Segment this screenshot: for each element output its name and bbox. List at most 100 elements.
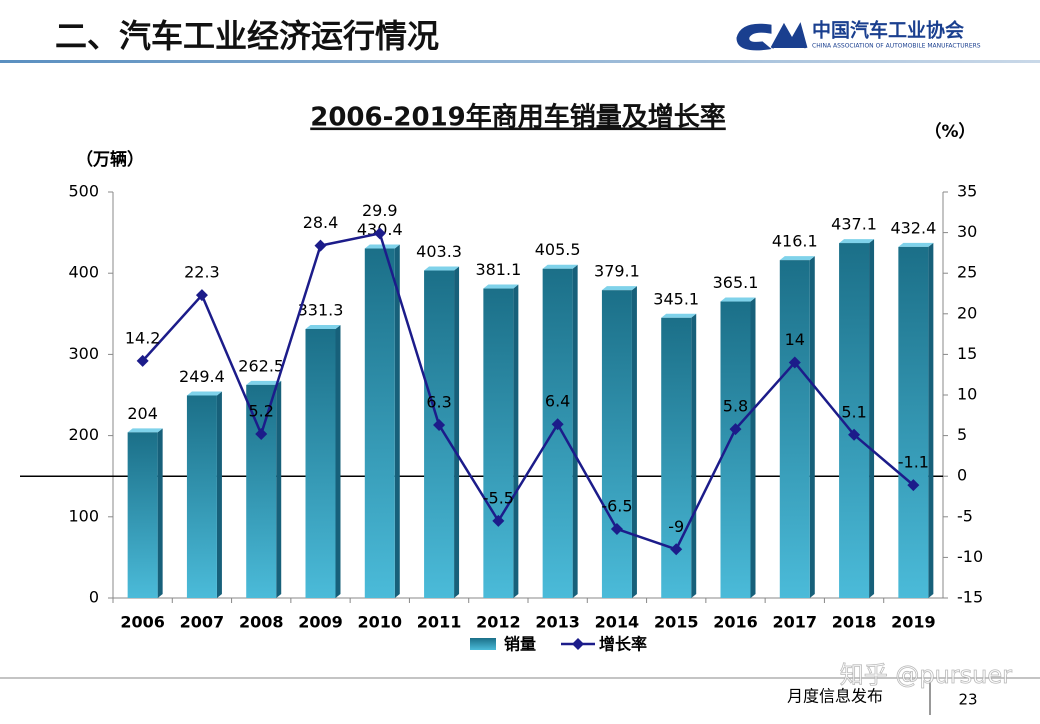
bar-value-label: 403.3 bbox=[416, 242, 462, 261]
bar-value-label: 249.4 bbox=[179, 367, 225, 386]
x-tick-label: 2018 bbox=[832, 613, 877, 632]
y-tick-label: 500 bbox=[68, 182, 99, 201]
y-tick-label: 300 bbox=[68, 344, 99, 363]
bar-value-label: 365.1 bbox=[713, 273, 759, 292]
y2-tick-label: -5 bbox=[957, 506, 973, 525]
line-value-label: 14.2 bbox=[125, 328, 161, 347]
y2-tick-label: 15 bbox=[957, 344, 977, 363]
bar-top bbox=[186, 391, 222, 396]
bar-value-label: 331.3 bbox=[298, 300, 344, 319]
bar-value-label: 204 bbox=[127, 404, 158, 423]
legend-swatch bbox=[470, 638, 496, 650]
line-marker bbox=[195, 289, 208, 302]
slide-title: 二、汽车工业经济运行情况 bbox=[55, 17, 439, 55]
y2-tick-label: 35 bbox=[957, 182, 977, 201]
line-value-label: -9 bbox=[668, 517, 684, 536]
line-value-label: -1.1 bbox=[898, 453, 929, 472]
x-tick-label: 2006 bbox=[120, 613, 165, 632]
line-marker bbox=[136, 354, 149, 367]
bar-side bbox=[572, 264, 578, 598]
header-rule bbox=[0, 60, 1040, 63]
bar-top bbox=[601, 286, 637, 291]
bar bbox=[661, 317, 692, 598]
x-tick-label: 2017 bbox=[773, 613, 818, 632]
line-value-label: 5.8 bbox=[723, 397, 748, 416]
bar-side bbox=[513, 284, 519, 598]
bar-side bbox=[216, 391, 222, 598]
bar bbox=[542, 268, 573, 598]
line-marker bbox=[314, 239, 327, 252]
bar-top bbox=[483, 284, 519, 289]
x-tick-label: 2014 bbox=[595, 613, 640, 632]
line-value-label: 6.3 bbox=[426, 393, 451, 412]
y-tick-label: 100 bbox=[68, 506, 99, 525]
line-marker bbox=[492, 514, 505, 527]
bar-value-label: 345.1 bbox=[653, 289, 699, 308]
bar-top bbox=[246, 380, 282, 385]
y-axis-title: （万辆） bbox=[76, 149, 144, 170]
line-value-label: 14 bbox=[785, 330, 805, 349]
bar-side bbox=[335, 324, 341, 598]
bar-top bbox=[305, 324, 341, 329]
x-tick-label: 2013 bbox=[535, 613, 580, 632]
line-value-label: 6.4 bbox=[545, 392, 570, 411]
line-value-label: -6.5 bbox=[601, 496, 632, 515]
line-marker bbox=[255, 427, 268, 440]
bar-top bbox=[839, 239, 875, 244]
line-marker bbox=[433, 419, 446, 432]
line-marker bbox=[729, 423, 742, 436]
x-tick-label: 2011 bbox=[417, 613, 462, 632]
y2-tick-label: 25 bbox=[957, 263, 977, 282]
bar-side bbox=[809, 256, 815, 598]
bar-top bbox=[364, 244, 400, 249]
bar-value-label: 262.5 bbox=[238, 356, 284, 375]
bar-value-label: 437.1 bbox=[831, 215, 877, 234]
bar bbox=[839, 243, 870, 598]
bar-value-label: 432.4 bbox=[890, 218, 936, 237]
footer-text: 月度信息发布 bbox=[787, 687, 883, 706]
line-value-label: 22.3 bbox=[184, 263, 220, 282]
line-value-label: 5.1 bbox=[841, 402, 866, 421]
x-tick-label: 2015 bbox=[654, 613, 699, 632]
chart-title: 2006-2019年商用车销量及增长率 bbox=[310, 102, 726, 133]
legend-label: 销量 bbox=[504, 635, 536, 654]
legend-label: 增长率 bbox=[599, 635, 647, 654]
y2-tick-label: 0 bbox=[957, 466, 967, 485]
line-marker bbox=[373, 227, 386, 240]
bar-side bbox=[691, 313, 697, 598]
y2-tick-label: 10 bbox=[957, 385, 977, 404]
logo-mark bbox=[736, 22, 808, 51]
y-tick-label: 0 bbox=[89, 588, 99, 607]
bar-side bbox=[394, 244, 400, 598]
line-value-label: 28.4 bbox=[303, 213, 339, 232]
bar-top bbox=[127, 428, 163, 433]
bar-side bbox=[157, 428, 163, 598]
line-marker bbox=[848, 428, 861, 441]
bar-value-label: 405.5 bbox=[535, 240, 581, 259]
x-tick-label: 2010 bbox=[358, 613, 403, 632]
line-marker bbox=[551, 418, 564, 431]
logo-subtitle: CHINA ASSOCIATION OF AUTOMOBILE MANUFACT… bbox=[812, 43, 981, 50]
line-value-label: 5.2 bbox=[248, 401, 273, 420]
line-value-label: -5.5 bbox=[483, 488, 514, 507]
watermark: 知乎 @pursuer bbox=[840, 661, 1012, 689]
bar bbox=[186, 395, 217, 598]
bar bbox=[246, 384, 277, 598]
bar-top bbox=[542, 264, 578, 269]
y2-tick-label: 20 bbox=[957, 303, 977, 322]
bar-side bbox=[631, 286, 637, 598]
y-tick-label: 400 bbox=[68, 263, 99, 282]
bar-top bbox=[661, 313, 697, 318]
bar bbox=[601, 290, 632, 598]
x-tick-label: 2009 bbox=[298, 613, 343, 632]
y-tick-label: 200 bbox=[68, 425, 99, 444]
y2-tick-label: 5 bbox=[957, 425, 967, 444]
line-marker bbox=[788, 356, 801, 369]
bar-side bbox=[750, 297, 756, 598]
line-value-label: 29.9 bbox=[362, 201, 398, 220]
x-tick-label: 2019 bbox=[891, 613, 936, 632]
bar bbox=[898, 246, 929, 598]
y2-tick-label: -15 bbox=[957, 588, 983, 607]
bar-value-label: 416.1 bbox=[772, 232, 818, 251]
